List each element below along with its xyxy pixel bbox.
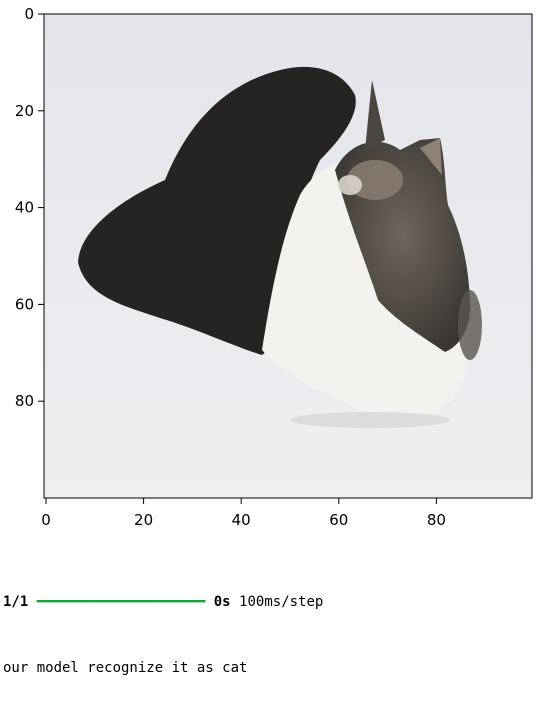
progress-line: 1/1 ━━━━━━━━━━━━━━━━━━━━ 0s 100ms/step (3, 591, 543, 613)
y-tick-label: 40 (15, 199, 34, 217)
x-tick-label: 20 (134, 511, 153, 529)
result-message: our model recognize it as cat (3, 657, 543, 679)
progress-bar: ━━━━━━━━━━━━━━━━━━━━ (37, 594, 206, 610)
x-tick-label: 80 (427, 511, 446, 529)
x-tick-label: 40 (232, 511, 251, 529)
step-counter: 1/1 (3, 594, 28, 610)
y-tick-label: 20 (15, 102, 34, 120)
cat-shadow (290, 412, 450, 428)
x-tick-label: 60 (329, 511, 348, 529)
image-plot-svg: 0 20 40 60 80 0 20 40 60 80 (0, 0, 550, 540)
notebook-output: 1/1 ━━━━━━━━━━━━━━━━━━━━ 0s 100ms/step o… (3, 547, 543, 701)
time-per-step: 100ms/step (239, 594, 323, 610)
cat-muzzle (338, 175, 362, 195)
cat-paw (458, 290, 482, 360)
y-axis-ticks: 0 20 40 60 80 (15, 5, 44, 410)
cat-image (44, 14, 532, 498)
y-tick-label: 0 (24, 5, 34, 23)
elapsed-time: 0s (214, 594, 231, 610)
y-tick-label: 60 (15, 295, 34, 313)
y-tick-label: 80 (15, 392, 34, 410)
x-axis-ticks: 0 20 40 60 80 (41, 498, 446, 529)
image-plot-figure: 0 20 40 60 80 0 20 40 60 80 (0, 0, 550, 540)
x-tick-label: 0 (41, 511, 51, 529)
